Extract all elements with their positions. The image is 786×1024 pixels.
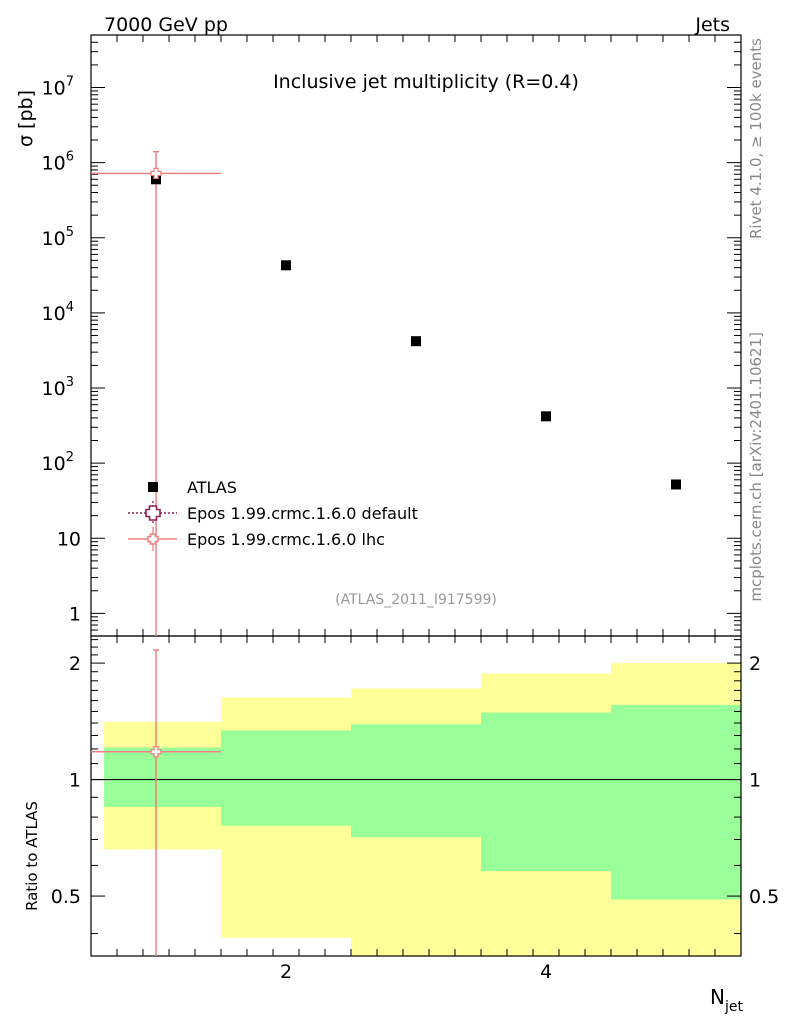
y-tick-label: 107 (42, 75, 74, 100)
ratio-bands (104, 663, 741, 956)
main-y-axis-label: σ [pb] (15, 90, 37, 147)
ratio-y-tick-label-right: 2 (749, 653, 761, 675)
mc-lhc-point (150, 167, 162, 180)
ratio-axis-ticks: 0.5 0.5 1 1 2 2 2 4 (51, 639, 779, 983)
chart-title: Inclusive jet multiplicity (R=0.4) (273, 71, 579, 93)
x-tick-label: 4 (540, 961, 552, 983)
ratio-panel-frame (90, 635, 742, 957)
ratio-data-marks (91, 649, 221, 956)
atlas-data-point (411, 336, 421, 347)
y-tick-label: 106 (42, 150, 74, 175)
legend-label: Epos 1.99.crmc.1.6.0 default (187, 504, 418, 523)
atlas-data-point (671, 479, 681, 490)
ratio-inner-band-bin (104, 747, 221, 807)
y-tick-label: 1 (69, 603, 81, 625)
ratio-y-axis-label: Ratio to ATLAS (23, 801, 41, 911)
header-category: Jets (694, 14, 730, 36)
atlas-data-point (281, 260, 291, 271)
atlas-data-point (151, 174, 161, 185)
legend-label: ATLAS (187, 478, 237, 497)
y-tick-label: 103 (42, 375, 74, 400)
header-energy: 7000 GeV pp (104, 14, 228, 36)
mcplots-label: mcplots.cern.ch [arXiv:2401.10621] (747, 332, 765, 602)
ratio-lhc-point (150, 746, 162, 758)
main-data-marks (91, 150, 681, 636)
ratio-y-tick-label-left: 1 (69, 770, 81, 792)
x-axis-label: Njet (710, 985, 743, 1015)
ratio-inner-band-bin (351, 724, 481, 838)
ratio-y-tick-label-left: 0.5 (51, 886, 81, 908)
legend-cross-marker (147, 533, 159, 545)
ratio-inner-band-bin (481, 712, 611, 872)
legend: ATLAS Epos 1.99.crmc.1.6.0 default Epos 1.… (128, 478, 418, 551)
main-axis-ticks: 1 10 102 103 104 105 106 107 (42, 34, 742, 956)
ratio-y-tick-label-right: 1 (749, 770, 761, 792)
ratio-inner-band-bin (221, 730, 351, 826)
y-tick-label: 105 (42, 225, 74, 250)
legend-cross-marker (145, 505, 161, 521)
ratio-inner-band-bin (611, 704, 741, 900)
atlas-data-point (541, 411, 551, 422)
ratio-y-tick-label-right: 0.5 (749, 886, 779, 908)
y-tick-label: 102 (42, 450, 74, 475)
legend-label: Epos 1.99.crmc.1.6.0 lhc (187, 530, 385, 549)
analysis-id-annotation: (ATLAS_2011_I917599) (335, 592, 497, 608)
y-tick-label: 10 (57, 528, 81, 550)
y-tick-label: 104 (42, 300, 74, 325)
rivet-version-label: Rivet 4.1.0, ≥ 100k events (747, 38, 765, 239)
legend-atlas-marker (148, 482, 158, 492)
x-tick-label: 2 (280, 961, 292, 983)
ratio-y-tick-label-left: 2 (69, 653, 81, 675)
